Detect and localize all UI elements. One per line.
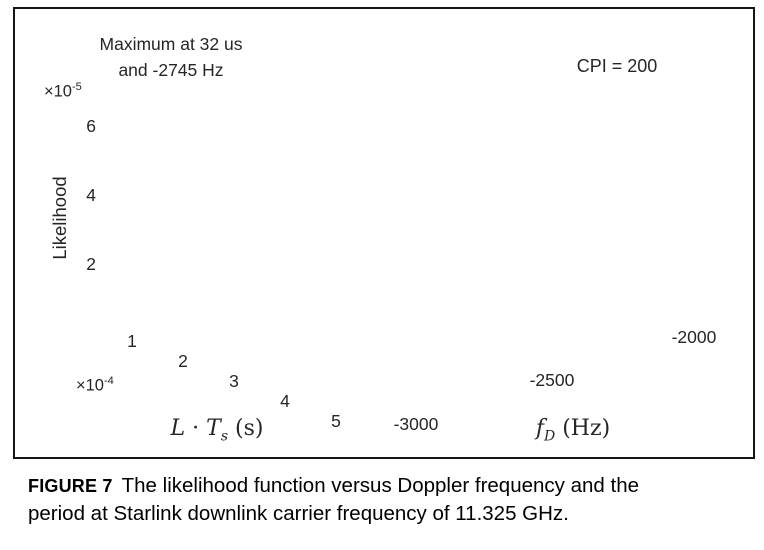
max-annotation-line1: Maximum at 32 us [99,34,243,54]
x-tick-label: 2 [178,351,188,371]
y-axis-title: fD (Hz) [535,416,611,445]
y-tick-label: -3000 [393,414,439,434]
max-annotation-line2: and -2745 Hz [118,60,224,80]
y-tick-label: -2000 [671,327,717,347]
cpi-label: CPI = 200 [576,56,658,76]
max-annotation: Maximum at 32 us and -2745 Hz [78,31,264,83]
z-tick-label: 6 [86,116,96,136]
z-axis-title: Likelihood [49,176,70,260]
y-tick-label: -2500 [529,370,575,390]
x-tick-label: 1 [127,331,137,351]
x-tick-label: 3 [229,371,239,391]
x-tick-label: 5 [331,411,341,431]
z-tick-label: 2 [86,254,96,274]
caption-text: The likelihood function versus Doppler f… [28,474,639,525]
x-axis-exponent: ×10-4 [76,375,114,395]
figure-number: FIGURE 7 [28,476,113,496]
z-tick-label: 4 [86,185,96,205]
z-axis-exponent: ×10-5 [44,81,82,101]
x-axis-title: L · Ts (s) [170,416,264,445]
figure-caption: FIGURE 7 The likelihood function versus D… [6,465,750,534]
x-tick-label: 4 [280,391,290,411]
